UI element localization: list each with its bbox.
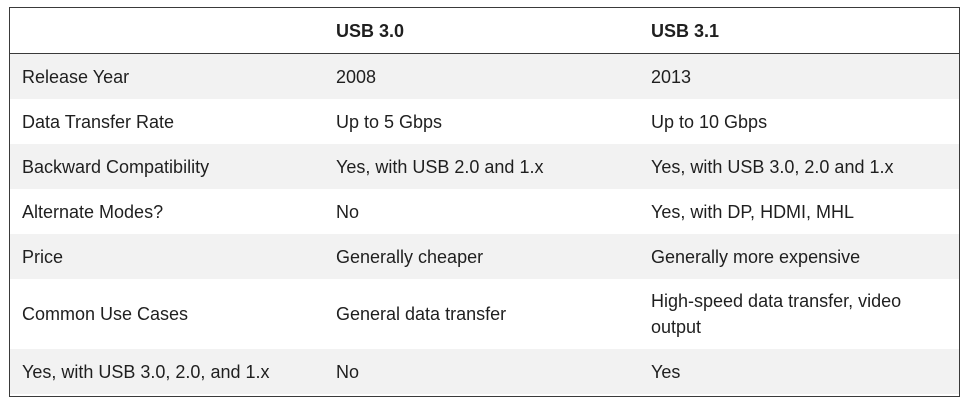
- usb-3-0-value: No: [324, 349, 639, 394]
- table-row: Backward Compatibility Yes, with USB 2.0…: [10, 144, 959, 189]
- row-label: Release Year: [10, 53, 324, 99]
- row-label: Price: [10, 234, 324, 279]
- usb-3-1-value: Yes, with USB 3.0, 2.0 and 1.x: [639, 144, 959, 189]
- table-header-row: USB 3.0 USB 3.1: [10, 8, 959, 54]
- usb-3-1-value: Yes, with DP, HDMI, MHL: [639, 189, 959, 234]
- row-label: Alternate Modes?: [10, 189, 324, 234]
- header-usb-3-1: USB 3.1: [639, 8, 959, 54]
- table-row: Price Generally cheaper Generally more e…: [10, 234, 959, 279]
- usb-3-0-value: No: [324, 189, 639, 234]
- table-row: Common Use Cases General data transfer H…: [10, 279, 959, 349]
- usb-3-1-value: 2013: [639, 53, 959, 99]
- usb-3-0-value: Yes, with USB 2.0 and 1.x: [324, 144, 639, 189]
- usb-3-0-value: Generally cheaper: [324, 234, 639, 279]
- row-label: Data Transfer Rate: [10, 99, 324, 144]
- table-row: Data Transfer Rate Up to 5 Gbps Up to 10…: [10, 99, 959, 144]
- comparison-table-container: USB 3.0 USB 3.1 Release Year 2008 2013 D…: [9, 7, 960, 397]
- table-row: Release Year 2008 2013: [10, 53, 959, 99]
- row-label: Yes, with USB 3.0, 2.0, and 1.x: [10, 349, 324, 394]
- usb-3-1-value: High-speed data transfer, video output: [639, 279, 959, 349]
- table-row: Alternate Modes? No Yes, with DP, HDMI, …: [10, 189, 959, 234]
- usb-3-1-value: Yes: [639, 349, 959, 394]
- usb-3-0-value: General data transfer: [324, 279, 639, 349]
- header-feature: [10, 8, 324, 54]
- usb-3-0-value: 2008: [324, 53, 639, 99]
- usb-3-1-value: Generally more expensive: [639, 234, 959, 279]
- usb-3-1-value: Up to 10 Gbps: [639, 99, 959, 144]
- table-row: Yes, with USB 3.0, 2.0, and 1.x No Yes: [10, 349, 959, 394]
- row-label: Backward Compatibility: [10, 144, 324, 189]
- row-label: Common Use Cases: [10, 279, 324, 349]
- usb-comparison-table: USB 3.0 USB 3.1 Release Year 2008 2013 D…: [10, 8, 959, 394]
- header-usb-3-0: USB 3.0: [324, 8, 639, 54]
- usb-3-0-value: Up to 5 Gbps: [324, 99, 639, 144]
